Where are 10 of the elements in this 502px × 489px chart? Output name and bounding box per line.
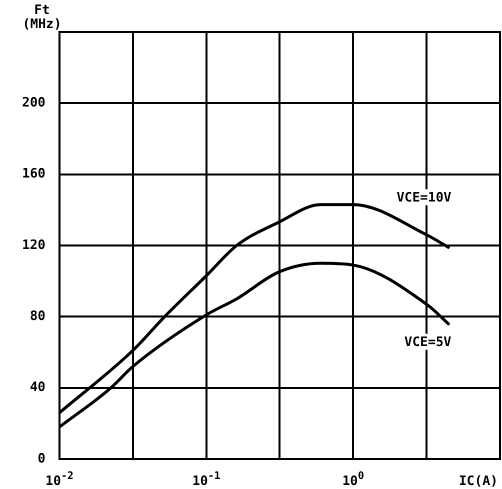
y-tick-label: 200	[22, 96, 46, 111]
y-axis-title: Ft (MHz)	[22, 3, 62, 32]
series-label: VCE=5V	[404, 334, 452, 350]
y-tick-label: 160	[22, 166, 46, 182]
y-tick-label: 120	[22, 238, 46, 253]
y-tick-label: 0	[38, 451, 46, 466]
series-label: VCE=10V	[396, 190, 452, 206]
y-tick-label: 80	[30, 309, 46, 324]
x-axis-title: IC(A)	[458, 474, 498, 489]
y-tick-label: 40	[30, 380, 46, 396]
